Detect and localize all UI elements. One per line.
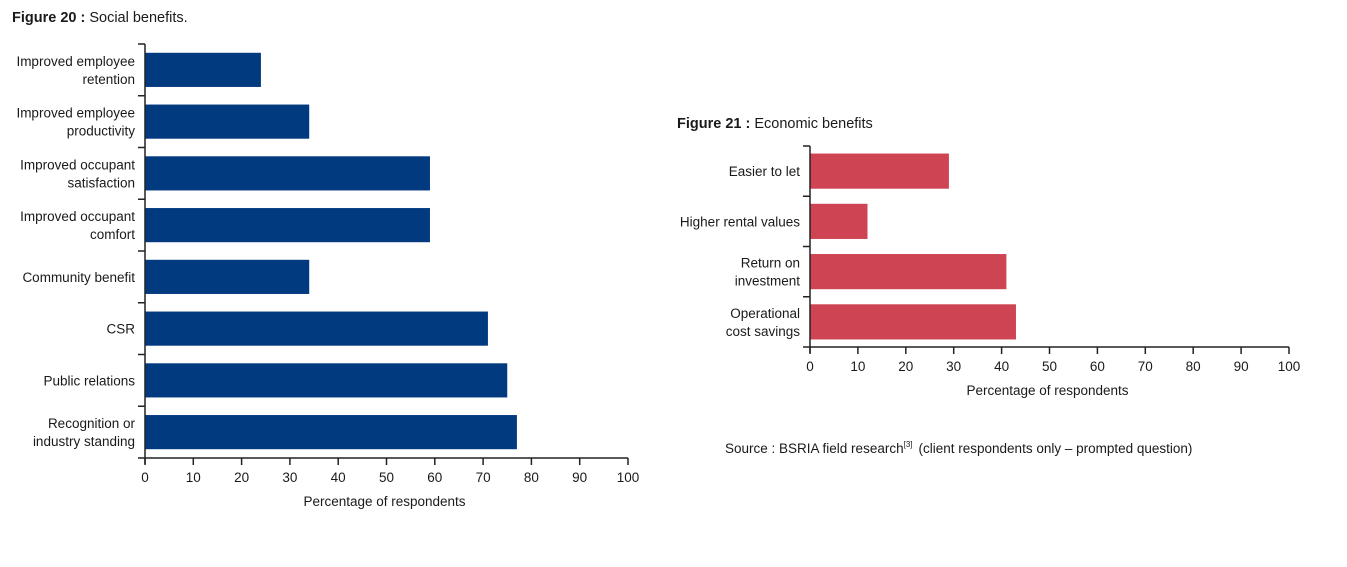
category-label: Higher rental values	[680, 214, 800, 229]
category-label: productivity	[67, 124, 136, 139]
category-label: Recognition or	[48, 416, 136, 431]
category-label: Operational	[730, 306, 800, 321]
chart-title-number: Figure 21 :	[677, 116, 750, 132]
bar	[145, 52, 261, 87]
x-tick-label: 10	[850, 359, 865, 374]
x-tick-label: 30	[282, 470, 297, 485]
category-label: comfort	[90, 227, 135, 242]
category-label: cost savings	[726, 324, 801, 339]
bar	[145, 311, 488, 346]
category-label: Easier to let	[729, 164, 801, 179]
bar	[145, 415, 517, 450]
bar	[145, 104, 310, 139]
x-tick-label: 70	[1138, 359, 1153, 374]
chart-title-text: Social benefits.	[89, 10, 187, 26]
source-note: Source : BSRIA field research[3] (client …	[725, 440, 1192, 456]
bar	[810, 304, 1016, 340]
economic-benefits-chart: Figure 21 : Economic benefits Easier to le…	[677, 116, 1300, 398]
bar	[145, 208, 430, 243]
category-label: investment	[735, 274, 801, 289]
x-tick-label: 10	[186, 470, 201, 485]
x-tick-label: 100	[1278, 359, 1301, 374]
x-axis-label: Percentage of respondents	[303, 494, 465, 509]
category-label: Community benefit	[22, 270, 135, 285]
x-tick-label: 30	[946, 359, 961, 374]
chart-title: Figure 21 : Economic benefits	[677, 116, 873, 132]
x-tick-label: 60	[1090, 359, 1105, 374]
x-axis-label: Percentage of respondents	[966, 383, 1128, 398]
category-label: Improved employee	[16, 106, 135, 121]
x-tick-label: 0	[806, 359, 814, 374]
x-tick-label: 40	[331, 470, 346, 485]
x-tick-label: 80	[1186, 359, 1201, 374]
category-label: Improved occupant	[20, 209, 135, 224]
x-tick-label: 100	[617, 470, 640, 485]
category-label: industry standing	[33, 434, 135, 449]
category-label: retention	[82, 72, 135, 87]
bar	[145, 259, 310, 294]
bar	[810, 254, 1007, 290]
x-tick-label: 60	[427, 470, 442, 485]
x-tick-label: 50	[379, 470, 394, 485]
chart-title: Figure 20 : Social benefits.	[12, 10, 188, 26]
category-label: satisfaction	[67, 175, 135, 190]
x-tick-label: 20	[234, 470, 249, 485]
x-tick-label: 70	[476, 470, 491, 485]
chart-title-number: Figure 20 :	[12, 10, 85, 26]
social-benefits-chart: Figure 20 : Social benefits. Improved empl…	[12, 10, 639, 509]
category-label: Improved employee	[16, 54, 135, 69]
category-label: CSR	[106, 322, 135, 337]
x-tick-label: 40	[994, 359, 1009, 374]
x-tick-label: 90	[1234, 359, 1249, 374]
chart-title-text: Economic benefits	[754, 116, 872, 132]
bar	[145, 363, 508, 398]
x-tick-label: 80	[524, 470, 539, 485]
x-tick-label: 20	[898, 359, 913, 374]
x-tick-label: 90	[572, 470, 587, 485]
x-tick-label: 50	[1042, 359, 1057, 374]
category-label: Return on	[741, 256, 800, 271]
bar	[810, 153, 949, 189]
bar	[145, 156, 430, 191]
x-tick-label: 0	[141, 470, 149, 485]
category-label: Improved occupant	[20, 157, 135, 172]
bar	[810, 203, 868, 239]
category-label: Public relations	[43, 373, 135, 388]
